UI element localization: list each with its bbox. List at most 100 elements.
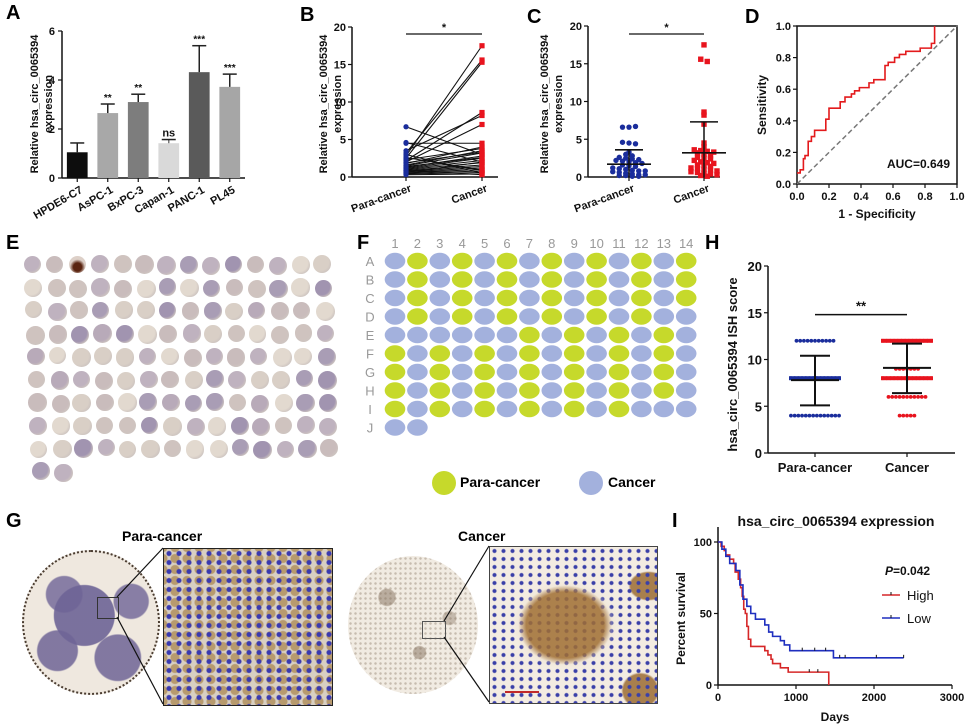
tissue-core — [317, 325, 335, 343]
panel-label-b: B — [300, 4, 315, 26]
b-cancer-point — [479, 172, 485, 178]
h-para-cancer-point — [809, 338, 814, 343]
f-column-label: 11 — [612, 236, 626, 251]
tissue-core — [253, 440, 272, 459]
tissue-core — [161, 393, 180, 412]
h-cancer-point — [897, 413, 902, 418]
f-cancer-sample — [608, 271, 630, 288]
scale-bar — [505, 691, 539, 693]
c-cancer-point — [707, 171, 714, 177]
i-y-tick-label: 50 — [700, 609, 712, 621]
b-cancer-point — [479, 109, 485, 116]
f-cancer-sample — [407, 345, 428, 362]
c-cancer-point — [688, 169, 694, 175]
tissue-core — [317, 371, 337, 391]
legend-label-para-cancer: Para-cancer — [460, 474, 541, 490]
tissue-core — [115, 324, 135, 344]
f-para-cancer-sample — [541, 308, 563, 325]
tissue-core — [227, 348, 246, 367]
f-para-cancer-sample — [519, 326, 540, 344]
tissue-core — [231, 439, 249, 457]
f-para-cancer-sample — [407, 252, 428, 270]
f-cancer-sample — [563, 271, 585, 288]
c-para-cancer-point — [623, 170, 629, 176]
tissue-core — [272, 370, 291, 389]
d-y-tick-label: 0.8 — [776, 53, 791, 65]
a-bar — [158, 143, 180, 178]
tissue-core — [28, 416, 47, 435]
f-cancer-sample — [407, 419, 428, 436]
f-cancer-sample — [631, 326, 652, 344]
histology-title-para-cancer: Para-cancer — [122, 528, 203, 544]
f-para-cancer-sample — [653, 326, 675, 344]
h-y-axis-label: hsa_circ_0065394 ISH score — [725, 277, 740, 451]
tissue-core — [269, 279, 289, 299]
b-pair-line — [405, 156, 483, 168]
c-cancer-point — [701, 112, 707, 118]
f-column-label: 1 — [391, 236, 398, 251]
c-para-cancer-point — [616, 154, 622, 161]
d-roc-curve — [797, 26, 936, 174]
tissue-core — [184, 348, 202, 367]
tissue-core — [206, 347, 224, 365]
f-para-cancer-sample — [675, 289, 697, 307]
h-significance-label: ** — [856, 299, 867, 314]
tissue-core — [318, 417, 337, 437]
tissue-core — [68, 255, 87, 274]
h-para-cancer-point — [824, 338, 828, 343]
tissue-core — [276, 440, 295, 459]
tissue-core — [247, 279, 266, 298]
tissue-core — [251, 371, 270, 390]
f-para-cancer-sample — [653, 382, 675, 399]
h-cancer-point — [890, 395, 895, 399]
f-cancer-sample — [631, 400, 652, 418]
tissue-core — [294, 348, 312, 366]
f-cancer-sample — [407, 363, 428, 381]
panel-label-i: I — [672, 510, 678, 532]
c-para-cancer-point — [642, 168, 648, 174]
h-para-cancer-point — [811, 413, 816, 418]
f-row-label: G — [365, 365, 375, 380]
h-cancer-point — [908, 395, 913, 399]
tissue-core — [180, 278, 199, 298]
c-para-cancer-point — [632, 163, 639, 170]
f-para-cancer-sample — [675, 271, 697, 288]
f-cancer-sample — [451, 400, 473, 418]
f-row-label: B — [366, 273, 375, 288]
f-cancer-sample — [496, 363, 518, 381]
h-cancer-point — [923, 395, 928, 399]
f-para-cancer-sample — [563, 400, 585, 418]
tissue-core — [28, 393, 47, 412]
c-cancer-point — [694, 154, 701, 161]
f-cancer-sample — [675, 382, 697, 399]
tissue-core — [181, 302, 200, 321]
h-cancer-point — [916, 395, 920, 399]
c-y-tick-label: 10 — [570, 97, 582, 109]
panel-label-e: E — [6, 232, 20, 254]
f-para-cancer-sample — [384, 382, 406, 399]
f-cancer-sample — [519, 271, 540, 288]
f-para-cancer-sample — [474, 363, 495, 381]
f-column-label: 6 — [503, 236, 510, 251]
f-cancer-sample — [429, 289, 451, 307]
f-cancer-sample — [608, 252, 630, 270]
b-pair-line — [405, 161, 483, 174]
b-x-tick-label: Cancer — [450, 182, 490, 206]
f-cancer-sample — [407, 382, 428, 399]
f-para-cancer-sample — [586, 308, 607, 325]
f-cancer-sample — [675, 308, 697, 325]
b-para-cancer-point — [403, 140, 409, 146]
tissue-core — [246, 255, 264, 273]
legend-swatch-cancer — [579, 471, 603, 495]
c-significance-label: * — [664, 22, 669, 34]
tissue-core — [71, 348, 91, 367]
h-para-cancer-point — [794, 338, 799, 343]
c-para-cancer-point — [616, 169, 622, 176]
f-para-cancer-sample — [608, 363, 630, 381]
tissue-core — [161, 347, 179, 366]
b-y-tick-label: 0 — [340, 172, 346, 184]
f-para-cancer-sample — [451, 252, 473, 270]
tissue-core — [137, 324, 157, 344]
c-cancer-point — [694, 169, 701, 176]
